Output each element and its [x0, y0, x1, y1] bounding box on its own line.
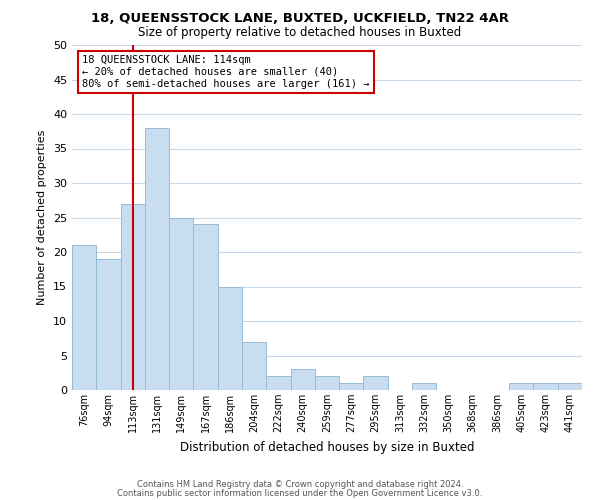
Bar — [72, 245, 96, 390]
Bar — [509, 383, 533, 390]
Bar — [315, 376, 339, 390]
Text: Contains public sector information licensed under the Open Government Licence v3: Contains public sector information licen… — [118, 488, 482, 498]
Bar — [242, 342, 266, 390]
Text: Size of property relative to detached houses in Buxted: Size of property relative to detached ho… — [139, 26, 461, 39]
Text: 18 QUEENSSTOCK LANE: 114sqm
← 20% of detached houses are smaller (40)
80% of sem: 18 QUEENSSTOCK LANE: 114sqm ← 20% of det… — [82, 56, 370, 88]
Bar — [290, 370, 315, 390]
Bar — [169, 218, 193, 390]
Bar — [96, 259, 121, 390]
Bar — [533, 383, 558, 390]
Bar — [339, 383, 364, 390]
Bar — [218, 286, 242, 390]
Bar — [266, 376, 290, 390]
Bar — [412, 383, 436, 390]
Text: 18, QUEENSSTOCK LANE, BUXTED, UCKFIELD, TN22 4AR: 18, QUEENSSTOCK LANE, BUXTED, UCKFIELD, … — [91, 12, 509, 26]
Y-axis label: Number of detached properties: Number of detached properties — [37, 130, 47, 305]
Bar — [145, 128, 169, 390]
Bar — [364, 376, 388, 390]
Bar — [193, 224, 218, 390]
X-axis label: Distribution of detached houses by size in Buxted: Distribution of detached houses by size … — [180, 440, 474, 454]
Bar — [558, 383, 582, 390]
Bar — [121, 204, 145, 390]
Text: Contains HM Land Registry data © Crown copyright and database right 2024.: Contains HM Land Registry data © Crown c… — [137, 480, 463, 489]
